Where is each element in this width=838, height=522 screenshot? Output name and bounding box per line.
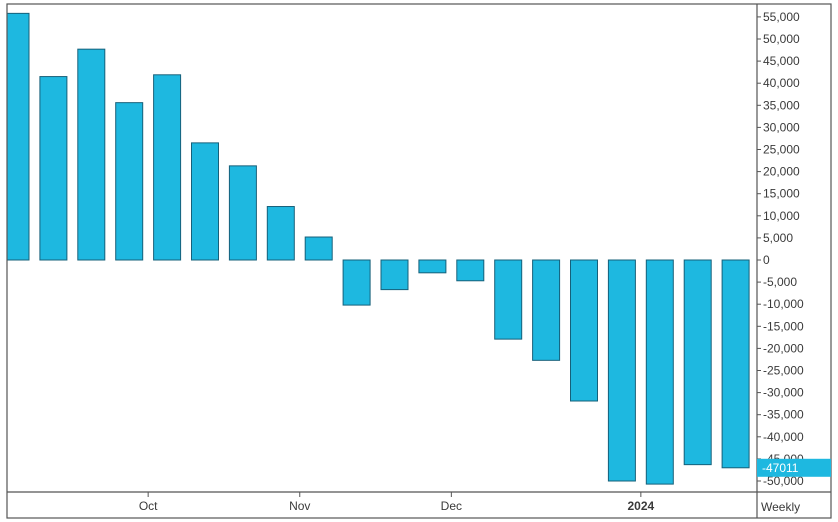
y-axis: 55,000 50,000 45,000 40,000 35,000 30,000 25,0… — [757, 10, 804, 488]
x-tick-label: 2024 — [627, 499, 654, 513]
bar — [191, 142, 219, 261]
y-tick-label: 40,000 — [763, 76, 800, 90]
period-label: Weekly — [761, 500, 800, 514]
y-tick-label: 10,000 — [763, 209, 800, 223]
chart-frame — [6, 3, 832, 519]
bar — [304, 236, 333, 261]
last-value-marker: -47011 — [757, 458, 831, 477]
bar — [683, 259, 712, 466]
bar — [115, 102, 144, 261]
y-tick-label: 20,000 — [763, 165, 800, 179]
bar — [456, 259, 485, 282]
bar — [153, 74, 182, 261]
y-tick-label: -20,000 — [763, 341, 804, 355]
x-axis: Oct Nov Dec 2024 — [139, 492, 655, 513]
y-tick-label: -40,000 — [763, 430, 804, 444]
x-tick-label: Dec — [441, 499, 462, 513]
bar — [570, 259, 598, 402]
y-tick-label: -5,000 — [763, 275, 797, 289]
bar — [7, 12, 30, 261]
y-tick-label: 45,000 — [763, 54, 800, 68]
bar — [418, 259, 447, 274]
last-value-background — [757, 458, 831, 477]
y-tick-label: 15,000 — [763, 187, 800, 201]
y-tick-label: 25,000 — [763, 143, 800, 157]
y-tick-label: 0 — [763, 253, 770, 267]
y-tick-label: -50,000 — [763, 474, 804, 488]
bar — [607, 259, 636, 482]
x-tick-label: Oct — [139, 499, 158, 513]
y-tick-label: 50,000 — [763, 32, 800, 46]
y-tick-label: -30,000 — [763, 386, 804, 400]
bar — [266, 206, 295, 261]
bar — [532, 259, 561, 361]
x-tick-label: Nov — [289, 499, 310, 513]
bar — [645, 259, 674, 485]
y-tick-label: 35,000 — [763, 98, 800, 112]
y-tick-label: 5,000 — [763, 231, 793, 245]
y-tick-label: -35,000 — [763, 408, 804, 422]
y-tick-label: 55,000 — [763, 10, 800, 24]
bar — [77, 48, 106, 261]
bar — [39, 76, 68, 261]
bar — [494, 259, 523, 340]
bar — [228, 165, 257, 261]
bar — [342, 259, 371, 306]
y-tick-label: -15,000 — [763, 319, 804, 333]
bars-group — [7, 12, 750, 485]
y-tick-label: -25,000 — [763, 364, 804, 378]
bar — [721, 259, 750, 469]
last-value-label: -47011 — [762, 461, 799, 475]
bar — [380, 259, 409, 291]
y-tick-label: 30,000 — [763, 120, 800, 134]
y-tick-label: -10,000 — [763, 297, 804, 311]
